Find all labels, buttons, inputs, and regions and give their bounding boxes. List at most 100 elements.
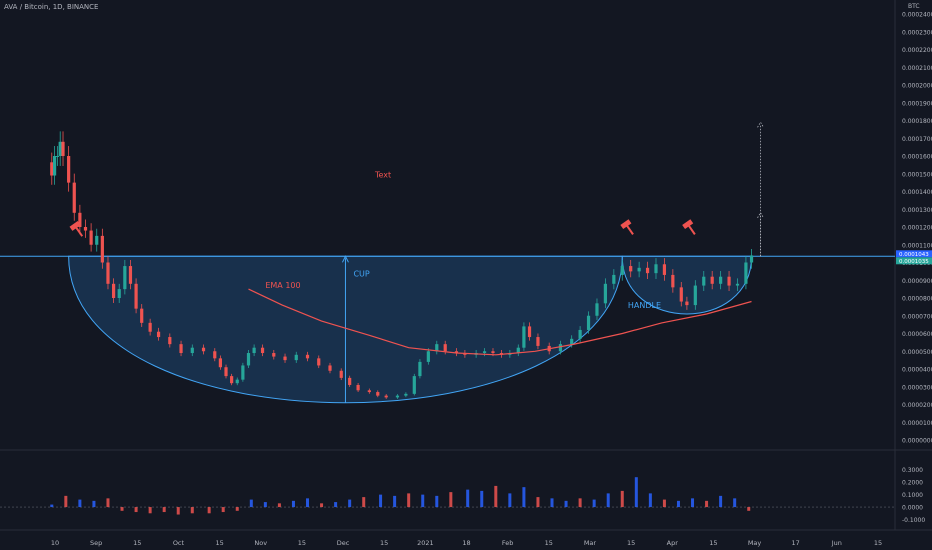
- candle-body: [260, 347, 265, 354]
- price-tick-label: 0.0000500: [902, 349, 932, 356]
- price-tick-label: 0.0001900: [902, 100, 932, 107]
- volume-bar: [480, 490, 484, 508]
- volume-bar: [592, 499, 596, 508]
- candle-body: [61, 141, 65, 156]
- time-tick-label: 18: [462, 539, 470, 547]
- volume-bar: [719, 495, 723, 508]
- volume-bar: [249, 499, 253, 508]
- handle-label: HANDLE: [628, 301, 661, 310]
- cup-arrow-head: [342, 255, 349, 263]
- candle-body: [235, 379, 239, 384]
- candle-body: [55, 156, 59, 157]
- hammer-icon: [682, 219, 696, 235]
- candle-body: [654, 264, 658, 274]
- volume-bar: [634, 477, 638, 508]
- volume-tick-label: 0.0000: [902, 505, 923, 512]
- time-tick-label: 15: [545, 539, 553, 547]
- volume-bar: [536, 497, 540, 508]
- ema-label: EMA 100: [265, 281, 300, 290]
- candle-body: [201, 347, 206, 352]
- price-tick-label: 0.0000800: [902, 296, 932, 303]
- volume-bar: [207, 507, 211, 514]
- candle-body: [83, 227, 88, 231]
- time-tick-label: 15: [298, 539, 306, 547]
- hammer-head: [682, 219, 694, 230]
- volume-bar: [92, 500, 96, 508]
- candle-body: [128, 266, 133, 284]
- candle-body: [100, 235, 104, 263]
- price-tick-label: 0.0001700: [902, 136, 932, 143]
- time-tick-label: 15: [380, 539, 388, 547]
- candle-body: [710, 276, 714, 284]
- price-tick-label: 0.0002000: [902, 83, 932, 90]
- candle-body: [744, 262, 748, 284]
- hammer-handle: [75, 226, 84, 237]
- time-tick-label: Feb: [502, 539, 514, 547]
- candle-body: [305, 354, 310, 359]
- volume-bar: [306, 498, 310, 508]
- volume-bar: [435, 495, 439, 508]
- candle-body: [283, 356, 287, 361]
- candle-body: [50, 162, 54, 176]
- volume-bar: [421, 494, 425, 508]
- candle-body: [637, 267, 641, 272]
- candle-body: [482, 351, 487, 354]
- candle-body: [578, 329, 582, 339]
- candle-body: [679, 287, 683, 302]
- candle-body: [454, 351, 459, 354]
- price-tick-label: 0.0000900: [902, 278, 932, 285]
- candle-body: [72, 182, 76, 213]
- time-tick-label: Apr: [667, 539, 679, 547]
- ema-line: [248, 288, 752, 356]
- candle-body: [89, 230, 93, 245]
- candle-body: [140, 308, 144, 323]
- time-tick-label: Mar: [584, 539, 597, 547]
- candle-body: [719, 276, 723, 284]
- time-tick-label: Oct: [173, 539, 185, 547]
- volume-bar: [705, 500, 709, 508]
- volume-tick-label: 0.3000: [902, 467, 923, 474]
- price-tick-label: 0.0000300: [902, 384, 932, 391]
- time-tick-label: Nov: [254, 539, 267, 547]
- time-tick-label: 10: [51, 539, 59, 547]
- hammer-head: [620, 219, 632, 230]
- candle-body: [435, 344, 439, 352]
- cup-label: CUP: [353, 270, 369, 279]
- price-tick-label: 0.0000700: [902, 313, 932, 320]
- price-tick-label: 0.0001800: [902, 118, 932, 125]
- candle-body: [339, 370, 343, 378]
- candle-body: [404, 393, 408, 396]
- candle-body: [536, 337, 540, 346]
- candle-body: [58, 141, 62, 156]
- candle-body: [95, 235, 99, 245]
- candle-body: [595, 303, 599, 316]
- volume-bar: [449, 492, 453, 508]
- volume-bar: [78, 499, 82, 508]
- candle-body: [78, 212, 82, 227]
- candle-body: [735, 283, 740, 286]
- candle-body: [426, 351, 430, 362]
- candle-body: [134, 283, 138, 309]
- volume-bar: [291, 500, 295, 508]
- time-tick-label: 15: [709, 539, 717, 547]
- candle-body: [294, 354, 298, 361]
- candle-body: [395, 395, 400, 398]
- price-tick-label: 0.0001200: [902, 225, 932, 232]
- volume-bar: [606, 493, 610, 508]
- candle-body: [558, 344, 563, 352]
- symbol-title: AVA / Bitcoin, 1D, BINANCE: [4, 3, 99, 11]
- price-unit-label: BTC: [908, 3, 920, 10]
- candle-body: [603, 283, 608, 304]
- volume-bar: [620, 490, 624, 508]
- candle-body: [317, 358, 321, 366]
- candle-body: [376, 392, 380, 396]
- price-tick-label: 0.0002400: [902, 12, 932, 19]
- candle-body: [190, 347, 194, 354]
- candle-body: [443, 344, 447, 352]
- price-tick-label: 0.0001500: [902, 171, 932, 178]
- price-tick-label: 0.0001300: [902, 207, 932, 214]
- volume-bar: [106, 498, 110, 508]
- candle-body: [586, 315, 591, 330]
